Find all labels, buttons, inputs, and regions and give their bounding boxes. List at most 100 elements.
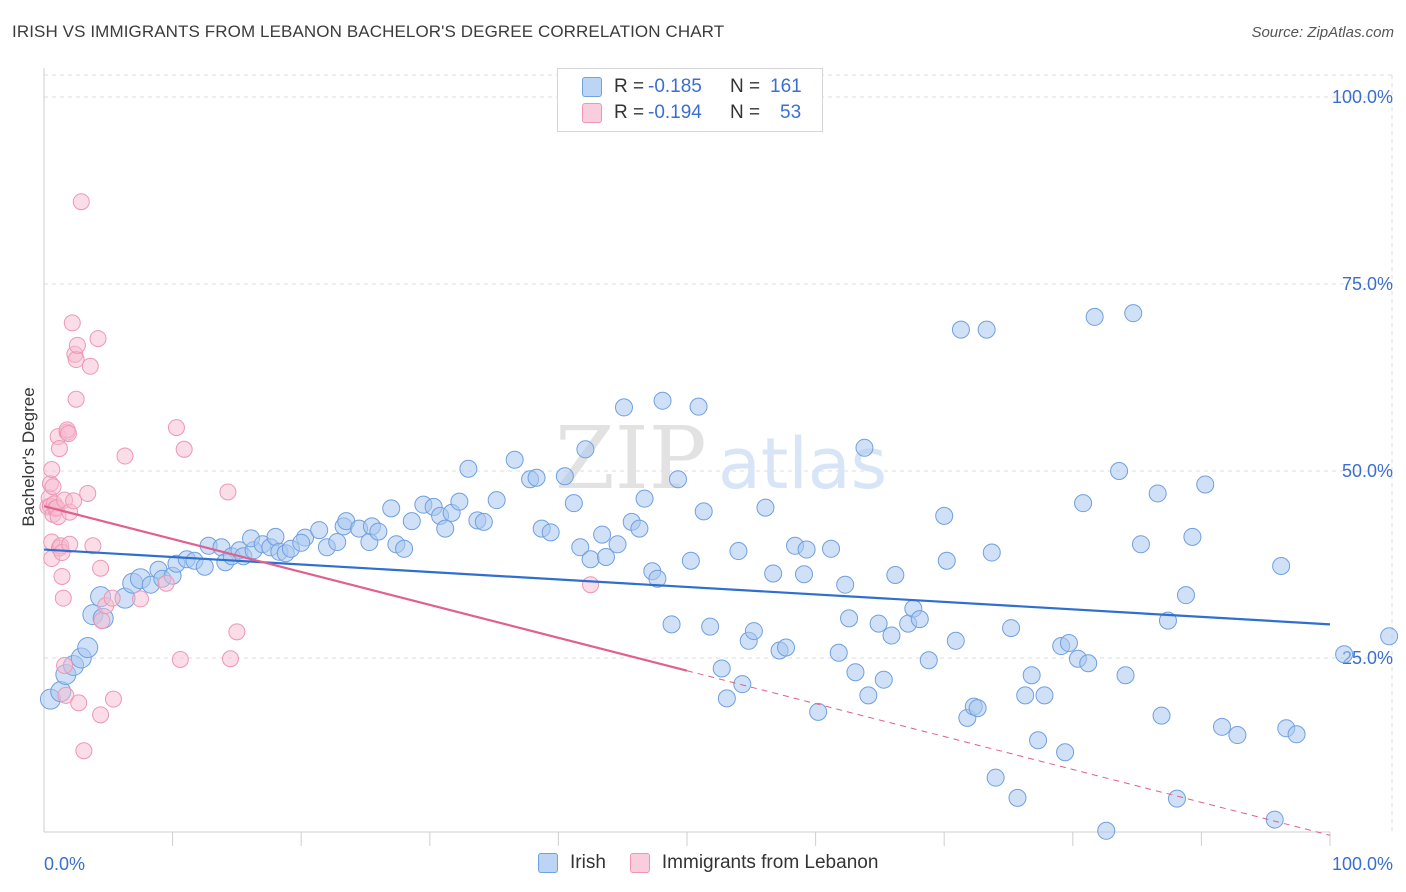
irish-point <box>874 670 893 689</box>
legend-row-lebanon: R = -0.194 N = 53 <box>582 100 801 126</box>
legend-n-value: 161 <box>770 76 802 97</box>
irish-point <box>717 689 736 708</box>
series-legend: Irish Immigrants from Lebanon <box>538 852 902 874</box>
legend-r-value: -0.185 <box>648 76 702 97</box>
irish-point <box>829 643 848 662</box>
lebanon-point <box>175 440 193 458</box>
lebanon-swatch <box>629 853 650 873</box>
irish-point <box>701 617 720 636</box>
legend-label-lebanon: Immigrants from Lebanon <box>661 852 879 873</box>
irish-point <box>1131 535 1150 554</box>
lebanon-point <box>89 330 107 348</box>
irish-point <box>1167 789 1186 808</box>
irish-point <box>694 502 713 521</box>
lebanon-point <box>43 461 61 479</box>
legend-item-irish[interactable]: Irish <box>538 852 606 874</box>
legend-n-value: 53 <box>780 102 802 123</box>
irish-point <box>1212 717 1231 736</box>
irish-point <box>859 686 878 705</box>
irish-point <box>919 651 938 670</box>
lebanon-point <box>228 623 246 641</box>
irish-point <box>1056 743 1075 762</box>
irish-point <box>689 397 708 416</box>
irish-point <box>946 631 965 650</box>
irish-point <box>614 398 633 417</box>
irish-point <box>1152 706 1171 725</box>
legend-item-lebanon[interactable]: Immigrants from Lebanon <box>629 852 879 874</box>
irish-point <box>795 565 814 584</box>
lebanon-point <box>92 706 110 724</box>
legend-r-label: R = <box>614 102 645 123</box>
irish-point <box>1116 666 1135 685</box>
irish-point <box>395 539 414 558</box>
chart-title: IRISH VS IMMIGRANTS FROM LEBANON BACHELO… <box>12 22 725 41</box>
lebanon-point <box>61 535 79 553</box>
irish-point <box>982 543 1001 562</box>
irish-point <box>1035 686 1054 705</box>
lebanon-point <box>79 484 97 502</box>
irish-point <box>527 468 546 487</box>
irish-point <box>986 768 1005 787</box>
irish-point <box>1016 686 1035 705</box>
y-axis-label: Bachelor's Degree <box>19 387 38 526</box>
lebanon-point <box>219 483 237 501</box>
irish-point <box>797 540 816 559</box>
lebanon-point <box>44 478 62 496</box>
irish-point <box>822 539 841 558</box>
irish-point <box>195 557 214 576</box>
lebanon-point <box>53 567 71 585</box>
irish-point <box>809 702 828 721</box>
irish-point <box>635 489 654 508</box>
irish-point <box>756 498 775 517</box>
y-tick-label: 25.0% <box>1342 648 1393 668</box>
lebanon-point <box>104 690 122 708</box>
lebanon-point <box>59 425 77 443</box>
irish-point <box>840 609 859 628</box>
irish-point <box>541 523 560 542</box>
irish-point <box>910 610 929 629</box>
lebanon-point <box>68 336 86 354</box>
irish-point <box>1228 726 1247 745</box>
irish-point <box>581 550 600 569</box>
legend-n-label: N = <box>730 76 761 97</box>
irish-point <box>744 622 763 641</box>
irish-point <box>935 506 954 525</box>
source-label: Source: ZipAtlas.com <box>1251 24 1394 41</box>
irish-point <box>1124 304 1143 323</box>
x-tick-labels: 0.0% 100.0% <box>44 854 1393 874</box>
irish-point <box>937 551 956 570</box>
irish-point <box>1110 462 1129 480</box>
irish-point <box>564 494 583 513</box>
irish-point <box>653 391 672 410</box>
irish-swatch <box>538 853 558 873</box>
irish-point <box>1002 619 1021 638</box>
irish-point <box>77 637 99 659</box>
lebanon-point <box>84 537 102 555</box>
irish-point <box>1074 494 1093 513</box>
irish-point <box>608 535 627 554</box>
x-tick-label-min: 0.0% <box>44 854 85 874</box>
lebanon-point <box>75 742 93 760</box>
lebanon-point <box>65 492 83 510</box>
legend-r-value: -0.194 <box>648 102 702 123</box>
lebanon-point <box>131 590 149 608</box>
watermark: ZIP atlas <box>555 409 887 509</box>
irish-point <box>662 615 681 634</box>
legend-r-label: R = <box>614 76 645 97</box>
irish-point <box>1335 645 1354 664</box>
irish-point <box>571 538 590 557</box>
y-tick-labels: 25.0% 50.0% 75.0% 100.0% <box>1332 87 1393 668</box>
irish-point <box>1059 634 1078 653</box>
lebanon-point <box>81 357 99 375</box>
irish-point <box>292 533 311 552</box>
y-tick-label: 75.0% <box>1342 274 1393 294</box>
irish-point <box>1097 821 1116 840</box>
lebanon-point <box>72 193 90 211</box>
lebanon-point <box>70 694 88 712</box>
irish-point <box>648 569 667 588</box>
irish-point <box>1287 725 1306 744</box>
irish-point <box>402 512 421 531</box>
irish-point <box>450 492 469 511</box>
irish-point <box>369 522 388 541</box>
